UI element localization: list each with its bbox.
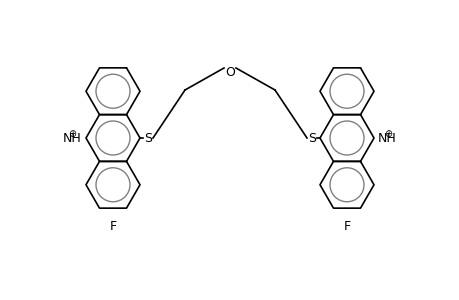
Text: NH: NH xyxy=(63,131,82,145)
Text: S: S xyxy=(308,131,315,145)
Text: F: F xyxy=(343,220,350,233)
Text: O: O xyxy=(224,65,235,79)
Text: ⊕: ⊕ xyxy=(68,129,76,139)
Text: F: F xyxy=(109,220,116,233)
Text: S: S xyxy=(144,131,151,145)
Text: NH: NH xyxy=(377,131,396,145)
Text: ⊕: ⊕ xyxy=(383,129,391,139)
